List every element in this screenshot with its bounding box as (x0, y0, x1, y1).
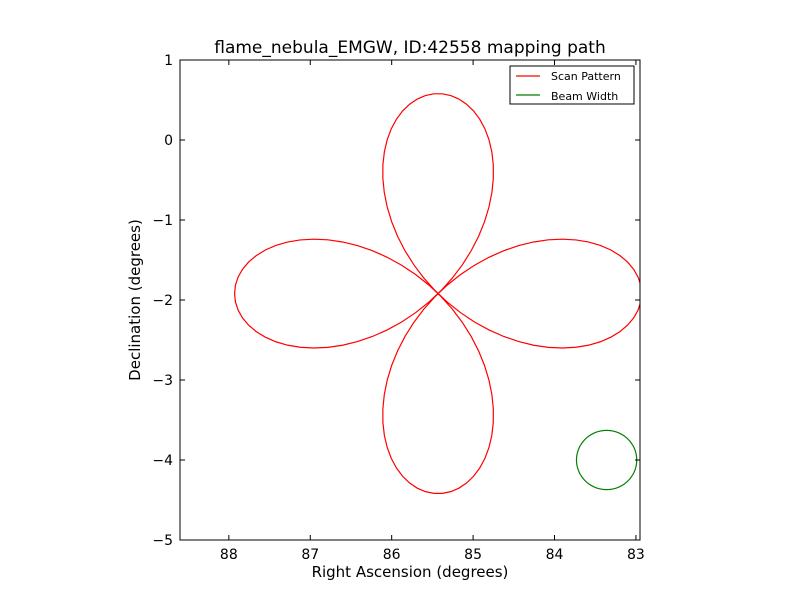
y-tick-label: −5 (152, 533, 173, 549)
chart-title: flame_nebula_EMGW, ID:42558 mapping path (214, 38, 606, 58)
y-tick-label: 1 (164, 53, 173, 69)
legend: Scan Pattern Beam Width (509, 65, 635, 105)
y-tick-label: −2 (152, 293, 173, 309)
x-tick-label: 84 (546, 547, 564, 563)
legend-label-scan-pattern: Scan Pattern (551, 70, 621, 83)
y-tick-label: 0 (164, 133, 173, 149)
legend-label-beam-width: Beam Width (551, 90, 618, 103)
y-axis-label: Declination (degrees) (126, 219, 144, 381)
series-line-scan-pattern (233, 93, 640, 494)
x-tick-label: 85 (464, 547, 482, 563)
ticks-layer: 88 87 86 85 84 83 1 0 −1 −2 −3 −4 −5 (152, 53, 644, 563)
x-tick-label: 83 (627, 547, 645, 563)
x-tick-label: 87 (301, 547, 319, 563)
x-tick-label: 86 (383, 547, 401, 563)
y-tick-label: −3 (152, 373, 173, 389)
legend-box (509, 65, 635, 105)
y-tick-label: −4 (152, 453, 173, 469)
x-tick-label: 88 (220, 547, 238, 563)
plot-area (180, 60, 640, 540)
y-tick-label: −1 (152, 213, 173, 229)
x-axis-label: Right Ascension (degrees) (312, 563, 509, 581)
